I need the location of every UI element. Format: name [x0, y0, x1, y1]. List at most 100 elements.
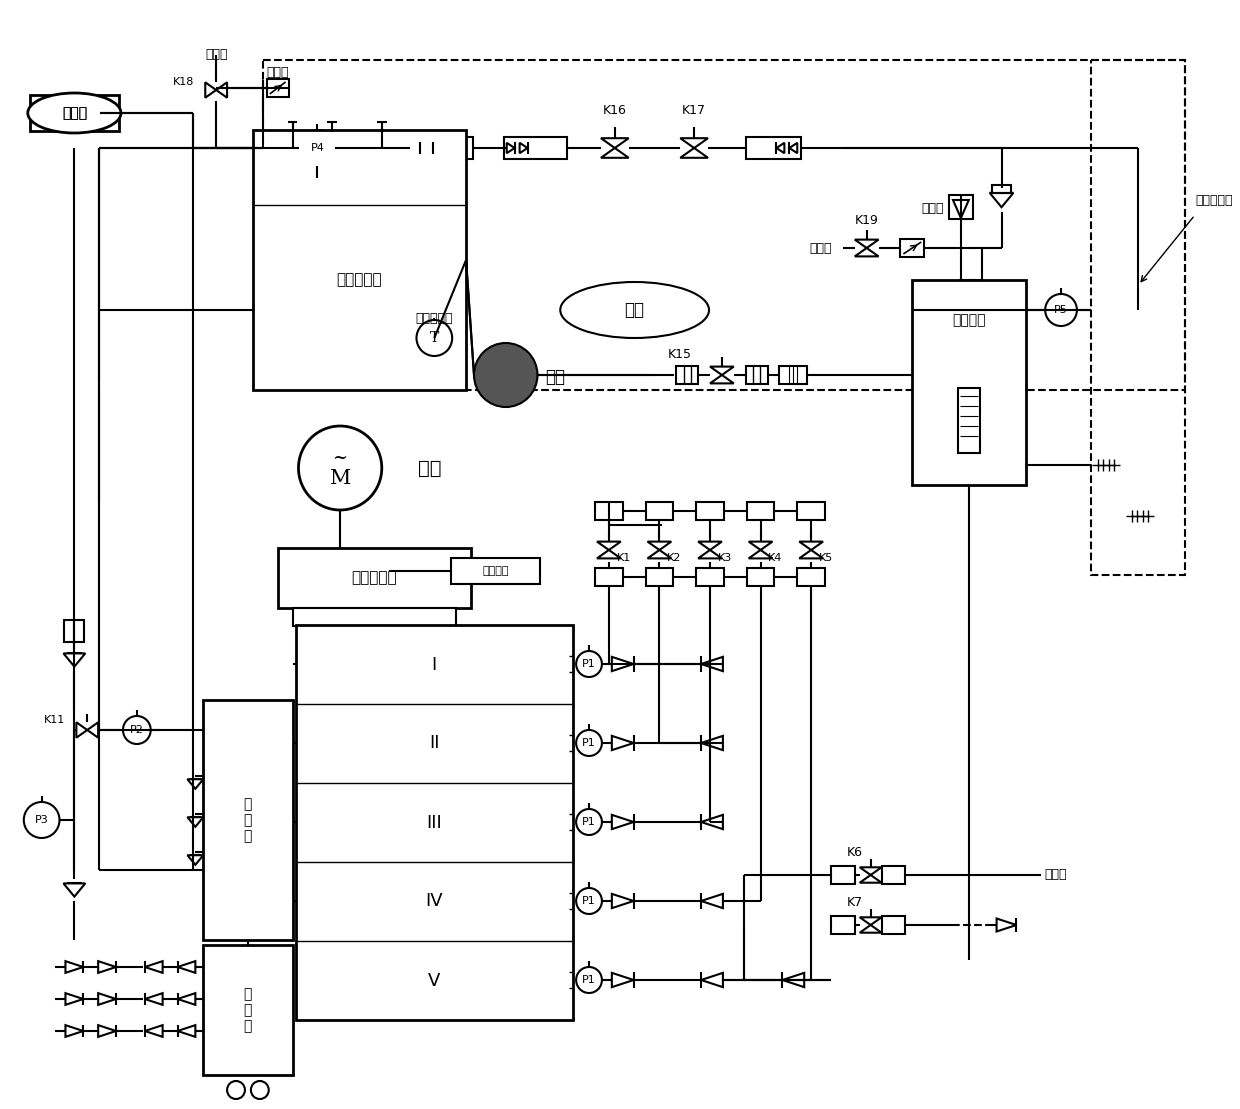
Bar — [831, 866, 854, 884]
Polygon shape — [997, 918, 1017, 932]
Bar — [882, 866, 905, 884]
Text: K15: K15 — [667, 348, 691, 362]
Polygon shape — [647, 541, 671, 550]
Polygon shape — [507, 143, 515, 153]
Polygon shape — [98, 994, 117, 1005]
Polygon shape — [177, 994, 196, 1005]
Polygon shape — [413, 143, 420, 153]
Bar — [696, 502, 724, 520]
Text: III: III — [427, 814, 443, 832]
Text: K19: K19 — [854, 214, 879, 226]
Polygon shape — [800, 550, 823, 559]
Bar — [913, 279, 1027, 485]
Text: K11: K11 — [43, 715, 66, 725]
Polygon shape — [701, 815, 723, 830]
Polygon shape — [611, 973, 634, 987]
Text: P2: P2 — [130, 725, 144, 735]
Text: 真空泵: 真空泵 — [62, 106, 87, 120]
Polygon shape — [749, 550, 773, 559]
Polygon shape — [98, 962, 117, 973]
Polygon shape — [859, 867, 882, 875]
Text: 通大气: 通大气 — [810, 242, 832, 254]
Polygon shape — [611, 736, 634, 750]
Bar — [831, 916, 854, 934]
Bar — [203, 700, 293, 940]
Text: 转速测量: 转速测量 — [482, 566, 510, 576]
Circle shape — [123, 716, 151, 744]
Polygon shape — [701, 973, 723, 987]
Text: 真空泵: 真空泵 — [62, 106, 87, 120]
Text: ~: ~ — [332, 449, 347, 467]
Bar — [696, 568, 724, 586]
Circle shape — [24, 802, 60, 838]
Bar — [595, 502, 622, 520]
Bar — [992, 185, 1012, 193]
Text: 通大气: 通大气 — [205, 49, 227, 61]
Circle shape — [250, 1081, 269, 1099]
Polygon shape — [859, 875, 882, 883]
Bar — [64, 620, 84, 642]
Bar — [882, 916, 905, 934]
Circle shape — [417, 321, 453, 356]
Text: K2: K2 — [667, 553, 682, 563]
Bar — [595, 568, 622, 586]
Polygon shape — [77, 722, 87, 737]
Text: 回
油
滤: 回 油 滤 — [244, 796, 252, 843]
Ellipse shape — [560, 282, 709, 338]
Bar — [797, 568, 825, 586]
Polygon shape — [854, 248, 879, 256]
Circle shape — [577, 808, 601, 835]
Bar — [797, 502, 825, 520]
Bar — [409, 138, 472, 159]
Polygon shape — [859, 917, 882, 925]
Text: K1: K1 — [616, 553, 631, 563]
Bar — [949, 195, 973, 218]
Polygon shape — [749, 541, 773, 550]
Polygon shape — [145, 1025, 162, 1037]
Bar — [646, 568, 673, 586]
Text: P1: P1 — [582, 975, 596, 985]
Circle shape — [577, 967, 601, 993]
Text: K17: K17 — [682, 103, 706, 116]
Bar — [1091, 60, 1185, 574]
Polygon shape — [954, 200, 968, 218]
Polygon shape — [98, 1025, 117, 1037]
Circle shape — [1045, 294, 1076, 326]
Text: IV: IV — [425, 893, 443, 910]
Bar — [745, 366, 768, 384]
Bar — [30, 95, 119, 131]
Text: 齿轮增速箱: 齿轮增速箱 — [351, 570, 397, 586]
Polygon shape — [216, 82, 227, 98]
Text: 气源: 气源 — [625, 301, 645, 319]
Polygon shape — [187, 780, 203, 788]
Text: P1: P1 — [582, 896, 596, 906]
Polygon shape — [782, 973, 805, 987]
Polygon shape — [800, 541, 823, 550]
Text: K3: K3 — [718, 553, 732, 563]
Polygon shape — [647, 550, 671, 559]
Polygon shape — [66, 1025, 83, 1037]
Polygon shape — [776, 143, 785, 153]
Text: 节流阀: 节流阀 — [267, 65, 289, 79]
Polygon shape — [701, 657, 723, 671]
Polygon shape — [990, 193, 1013, 207]
Text: 加温滑油箱: 加温滑油箱 — [336, 273, 382, 287]
Polygon shape — [854, 240, 879, 248]
Ellipse shape — [27, 93, 122, 133]
Polygon shape — [187, 817, 203, 827]
Bar — [959, 387, 981, 452]
Polygon shape — [611, 657, 634, 671]
Text: 计量邮箱: 计量邮箱 — [952, 313, 986, 327]
Polygon shape — [711, 375, 734, 384]
Text: 通大气: 通大气 — [1045, 868, 1068, 882]
Polygon shape — [601, 147, 629, 157]
Polygon shape — [63, 653, 86, 667]
Polygon shape — [66, 994, 83, 1005]
Bar — [746, 502, 775, 520]
Text: P1: P1 — [582, 817, 596, 827]
Text: M: M — [330, 468, 351, 488]
Bar — [745, 138, 801, 159]
Bar — [360, 625, 389, 641]
Circle shape — [474, 343, 537, 407]
Text: 供
油
箱: 供 油 箱 — [244, 987, 252, 1034]
